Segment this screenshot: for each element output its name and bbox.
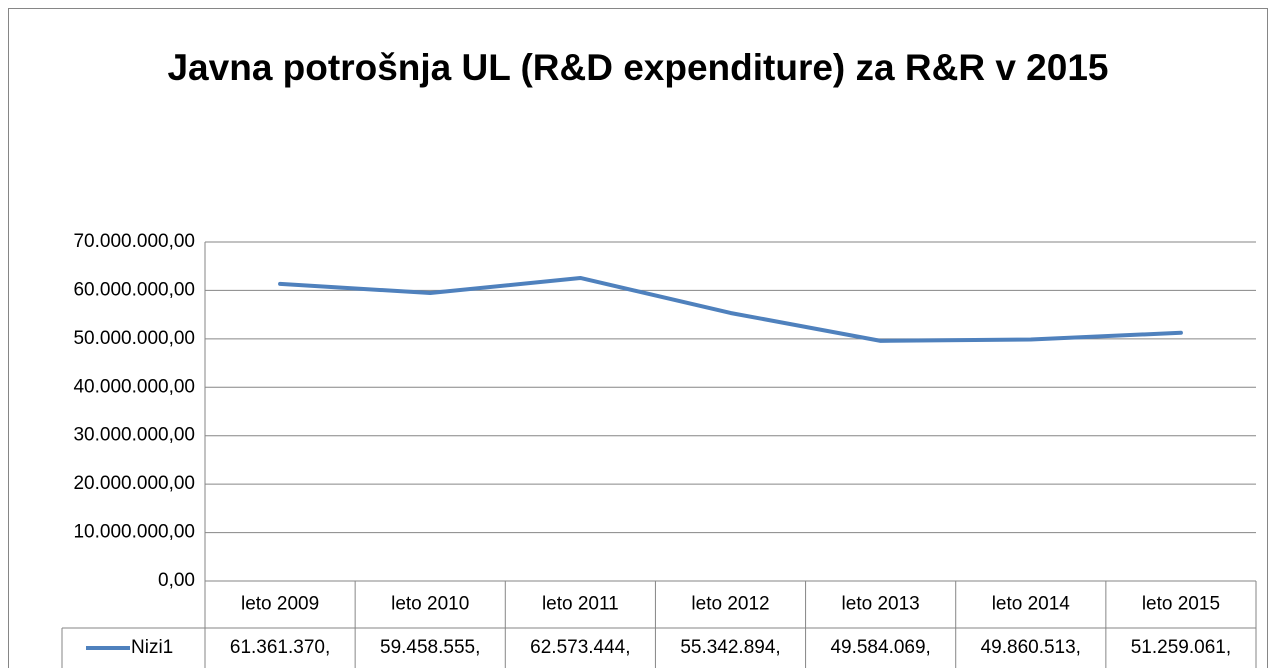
y-tick-label: 50.000.000,00 [73,328,195,349]
x-tick-label: leto 2009 [241,594,319,615]
chart-border [8,8,1268,668]
data-label: 49.860.513, [981,637,1081,658]
x-tick-label: leto 2011 [542,594,619,615]
data-label: 51.259.061, [1131,637,1231,658]
x-tick-label: leto 2013 [842,594,920,615]
y-tick-label: 10.000.000,00 [73,522,195,543]
y-tick-label: 0,00 [158,570,195,591]
y-tick-label: 20.000.000,00 [73,473,195,494]
chart-title: Javna potrošnja UL (R&D expenditure) za … [167,47,1109,88]
legend-label: Nizi1 [131,637,173,658]
x-tick-label: leto 2012 [691,594,769,615]
data-label: 62.573.444, [530,637,630,658]
data-label: 49.584.069, [830,637,930,658]
x-tick-label: leto 2015 [1142,594,1220,615]
y-tick-label: 70.000.000,00 [73,231,195,252]
y-tick-label: 30.000.000,00 [73,425,195,446]
data-label: 55.342.894, [680,637,780,658]
y-tick-label: 40.000.000,00 [73,376,195,397]
data-label: 59.458.555, [380,637,480,658]
x-tick-label: leto 2010 [391,594,469,615]
series-line [278,275,1183,343]
data-label: 61.361.370, [230,637,330,658]
y-tick-label: 60.000.000,00 [73,279,195,300]
x-tick-label: leto 2014 [992,594,1071,615]
